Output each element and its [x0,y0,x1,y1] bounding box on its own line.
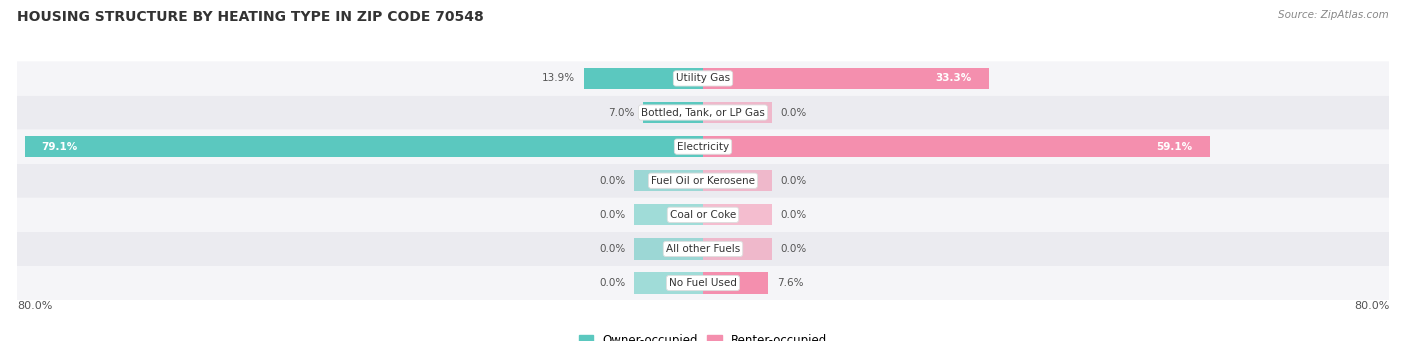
FancyBboxPatch shape [17,164,1389,198]
Text: No Fuel Used: No Fuel Used [669,278,737,288]
FancyBboxPatch shape [17,198,1389,232]
Text: 7.6%: 7.6% [776,278,803,288]
Text: Electricity: Electricity [676,142,730,152]
Bar [703,272,768,294]
Text: Source: ZipAtlas.com: Source: ZipAtlas.com [1278,10,1389,20]
Bar [703,102,772,123]
Legend: Owner-occupied, Renter-occupied: Owner-occupied, Renter-occupied [579,334,827,341]
FancyBboxPatch shape [17,130,1389,164]
Bar [583,68,703,89]
FancyBboxPatch shape [17,61,1389,95]
Bar [703,204,772,225]
Text: 7.0%: 7.0% [607,107,634,118]
Text: 0.0%: 0.0% [780,210,807,220]
Text: Utility Gas: Utility Gas [676,73,730,84]
Text: 59.1%: 59.1% [1157,142,1192,152]
Text: 0.0%: 0.0% [599,210,626,220]
Bar [634,204,703,225]
Text: 0.0%: 0.0% [780,244,807,254]
Text: All other Fuels: All other Fuels [666,244,740,254]
FancyBboxPatch shape [17,95,1389,130]
Text: 0.0%: 0.0% [599,176,626,186]
Text: 79.1%: 79.1% [42,142,77,152]
Bar [643,102,703,123]
Text: 80.0%: 80.0% [17,301,52,311]
Text: Fuel Oil or Kerosene: Fuel Oil or Kerosene [651,176,755,186]
Text: 0.0%: 0.0% [599,278,626,288]
Bar [703,238,772,260]
Bar [703,136,1211,157]
Text: 0.0%: 0.0% [780,107,807,118]
Text: 0.0%: 0.0% [599,244,626,254]
Bar [703,68,988,89]
Bar [634,170,703,191]
Bar [634,238,703,260]
Text: HOUSING STRUCTURE BY HEATING TYPE IN ZIP CODE 70548: HOUSING STRUCTURE BY HEATING TYPE IN ZIP… [17,10,484,24]
Text: Bottled, Tank, or LP Gas: Bottled, Tank, or LP Gas [641,107,765,118]
FancyBboxPatch shape [17,232,1389,266]
Text: Coal or Coke: Coal or Coke [669,210,737,220]
Text: 80.0%: 80.0% [1354,301,1389,311]
Bar [24,136,703,157]
Text: 13.9%: 13.9% [543,73,575,84]
Text: 0.0%: 0.0% [780,176,807,186]
FancyBboxPatch shape [17,266,1389,300]
Bar [634,272,703,294]
Text: 33.3%: 33.3% [935,73,972,84]
Bar [703,170,772,191]
